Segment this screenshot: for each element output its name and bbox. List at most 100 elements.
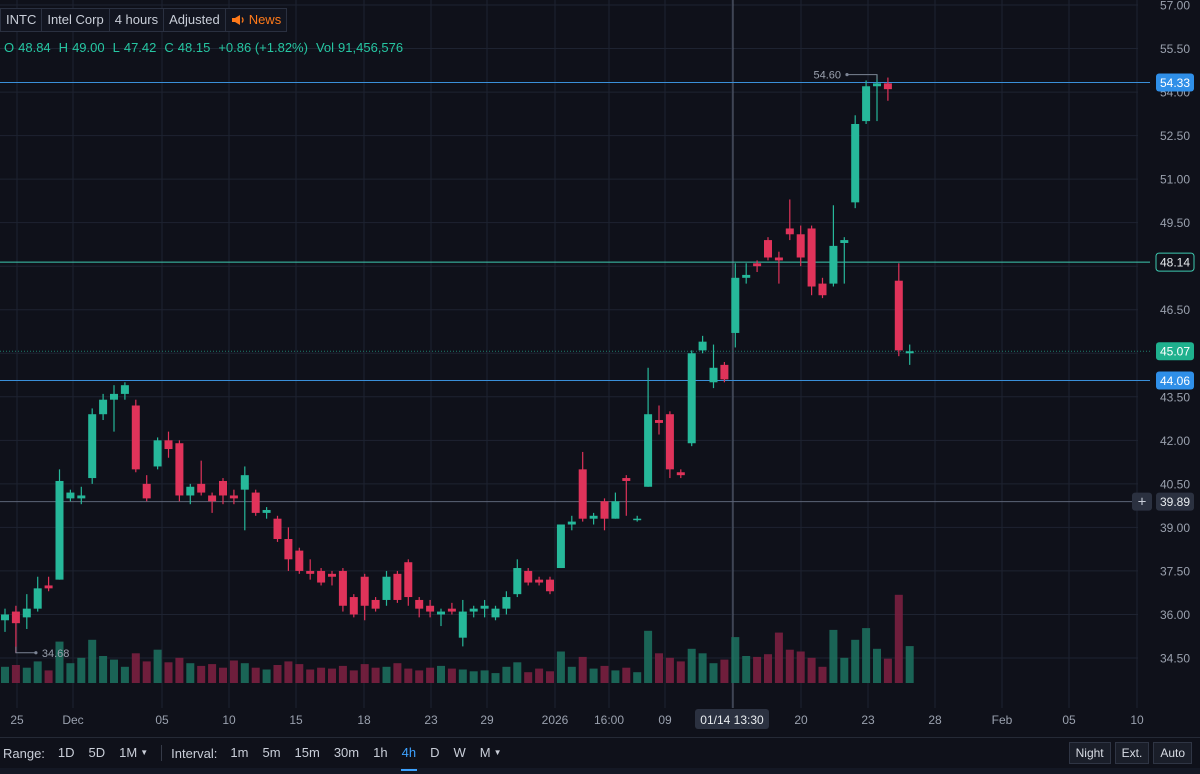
high-value: 49.00 <box>72 40 105 55</box>
news-chip[interactable]: News <box>224 8 288 32</box>
candle-body <box>110 393 118 400</box>
x-tick-label: 18 <box>357 713 371 727</box>
candle-body <box>502 597 511 609</box>
volume-bar <box>851 639 860 683</box>
x-tick-label: 15 <box>289 713 303 727</box>
volume-bar <box>556 651 565 683</box>
candle-body <box>589 515 598 519</box>
interval-30m-button[interactable]: 30m <box>333 745 360 760</box>
volume-bar <box>546 671 554 683</box>
x-tick-label: 29 <box>480 713 494 727</box>
candle-body <box>753 263 762 267</box>
volume-bar <box>665 657 674 683</box>
volume-bar <box>458 669 467 683</box>
interval-w-button[interactable]: W <box>453 745 466 760</box>
price-label-box <box>1156 371 1194 390</box>
x-tick-label: 10 <box>222 713 236 727</box>
volume-bar <box>622 667 631 683</box>
volume-bar <box>589 668 598 683</box>
x-tick-label: 10 <box>1130 713 1144 727</box>
volume-bar <box>349 670 358 683</box>
interval-15m-button[interactable]: 15m <box>294 745 320 760</box>
ticker-chip[interactable]: INTC <box>0 8 42 32</box>
candle-body <box>306 570 315 574</box>
interval-1h-button[interactable]: 1h <box>373 745 388 760</box>
volume-bar <box>873 648 881 683</box>
candle-body <box>251 492 260 513</box>
x-tick-label: 28 <box>928 713 942 727</box>
candle-body <box>513 568 522 595</box>
interval-d-button[interactable]: D <box>430 745 440 760</box>
interval-1m-button[interactable]: 1m <box>230 745 249 760</box>
night-mode-button[interactable]: Night <box>1068 742 1111 764</box>
ohlc-readout: O 48.84 H 49.00 L 47.42 C 48.15 +0.86 (+… <box>4 40 403 55</box>
x-tick-label: 2026 <box>542 713 569 727</box>
volume-bar <box>273 665 282 683</box>
interval-4h-button[interactable]: 4h <box>395 741 423 771</box>
candle-body <box>807 228 816 287</box>
candle-body <box>894 280 903 351</box>
x-tick-label: 09 <box>658 713 672 727</box>
low-annotation: 34.68 <box>42 648 70 660</box>
candle-body <box>186 486 195 496</box>
volume-bar <box>502 666 511 683</box>
range-1m-dropdown[interactable]: 1M ▼ <box>112 741 155 766</box>
candle-body <box>829 245 838 284</box>
interval-m-dropdown[interactable]: M ▼ <box>473 741 509 766</box>
bottom-strip <box>0 768 1200 774</box>
volume-bar <box>829 629 838 683</box>
candle-body <box>764 240 772 258</box>
price-label-text: 39.89 <box>1160 495 1190 509</box>
volume-bar <box>676 661 685 683</box>
volume-bar <box>404 668 413 683</box>
y-tick-label: 46.50 <box>1160 303 1190 317</box>
close-label: C <box>164 40 174 55</box>
y-tick-label: 39.00 <box>1160 521 1190 535</box>
interval-5m-button[interactable]: 5m <box>262 745 281 760</box>
volume-bar <box>262 669 271 683</box>
extended-hours-button[interactable]: Ext. <box>1114 742 1150 764</box>
candle-body <box>175 443 184 496</box>
crosshair-time-box <box>695 709 769 729</box>
candle-body <box>883 83 892 90</box>
volume-bar <box>578 656 587 683</box>
volume-bar <box>44 670 53 683</box>
adjusted-chip[interactable]: Adjusted <box>163 8 225 32</box>
candle-body <box>295 550 304 571</box>
volume-bar <box>655 653 663 683</box>
range-1d-button[interactable]: 1D <box>57 745 75 760</box>
candle-body <box>851 123 860 203</box>
volume-bar <box>186 663 195 683</box>
candle-body <box>774 257 783 261</box>
range-5d-button[interactable]: 5D <box>88 745 106 760</box>
close-value: 48.15 <box>177 40 211 55</box>
volume-bar <box>774 632 783 683</box>
candle-body <box>33 588 42 609</box>
candle-body <box>535 579 544 583</box>
open-label: O <box>4 40 15 55</box>
interval-chip[interactable]: 4 hours <box>108 8 164 32</box>
volume-bar <box>709 663 718 683</box>
volume-label: Vol <box>315 40 335 55</box>
volume-bar <box>110 659 118 683</box>
y-tick-label: 52.50 <box>1160 129 1190 143</box>
volume-bar <box>99 656 108 683</box>
volume-bar <box>11 665 20 683</box>
volume-bar <box>142 661 151 683</box>
company-chip[interactable]: Intel Corp <box>41 8 109 32</box>
volume-bar <box>317 667 326 683</box>
volume-bar <box>785 649 794 683</box>
change-value: +0.86 (+1.82%) <box>218 40 308 55</box>
volume-bar <box>687 648 696 683</box>
volume-bar <box>240 663 249 683</box>
candle-body <box>622 478 631 481</box>
toolbar-right-group: Night Ext. Auto <box>1068 742 1192 764</box>
candle-body <box>66 492 75 499</box>
candlestick-chart[interactable]: 57.0055.5054.0052.5051.0049.5048.0046.50… <box>0 0 1200 735</box>
volume-bar <box>328 668 336 683</box>
volume-bar <box>469 671 478 683</box>
candle-body <box>905 351 914 354</box>
candle-body <box>382 576 391 600</box>
auto-scale-button[interactable]: Auto <box>1153 742 1192 764</box>
volume-bar <box>720 659 729 683</box>
